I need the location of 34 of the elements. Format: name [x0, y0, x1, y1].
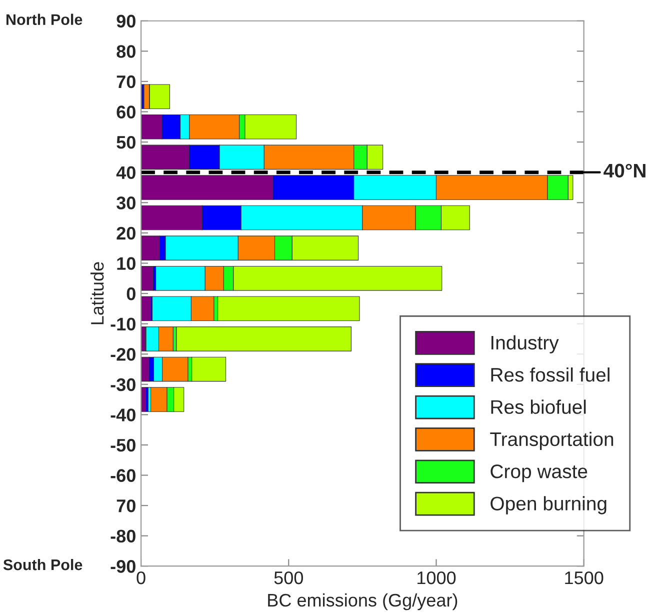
y-tick-label: 50	[116, 136, 136, 149]
y-tick-label: 70	[116, 499, 136, 512]
text: North Pole	[6, 14, 82, 25]
y-tick-label: -40	[110, 408, 136, 422]
x-tick-label: 1500	[565, 571, 604, 584]
legend-label: Res biofuel	[491, 400, 586, 414]
legend-label: Open burning	[490, 496, 606, 514]
y-tick-label: 20	[116, 226, 136, 240]
y-axis-title: Latitude	[90, 262, 104, 324]
y-tick-label: 10	[117, 257, 136, 270]
y-tick-label: -20	[110, 348, 136, 361]
y-tick-label: 30	[116, 196, 136, 210]
legend-label: Res fossil fuel	[491, 367, 610, 382]
y-tick-label: 70	[116, 75, 136, 88]
y-tick-label: -50	[110, 438, 136, 452]
y-tick-label: 60	[116, 106, 136, 118]
y-tick-label: -30	[110, 378, 136, 392]
x-tick-label: 500	[274, 571, 303, 584]
y-tick-label: 0	[126, 287, 136, 300]
ref-line-label: 40°N	[604, 164, 646, 178]
x-tick-label: 1000	[418, 571, 456, 584]
legend-label: Industry	[491, 335, 559, 354]
legend-label: Crop waste	[490, 464, 588, 482]
y-tick-label: 40	[116, 166, 136, 180]
y-tick-label: 80	[116, 45, 136, 58]
y-tick-label: -80	[110, 530, 136, 543]
text: South Pole	[3, 558, 82, 570]
y-tick-label: -60	[110, 469, 136, 482]
y-tick-label: -10	[110, 318, 136, 331]
x-tick-label: 0	[136, 571, 146, 584]
y-tick-label: -90	[110, 560, 136, 573]
y-tick-label: 90	[116, 14, 136, 28]
x-axis-title: BC emissions (Gg/year)	[268, 593, 458, 610]
legend-label: Transportation	[490, 432, 614, 450]
